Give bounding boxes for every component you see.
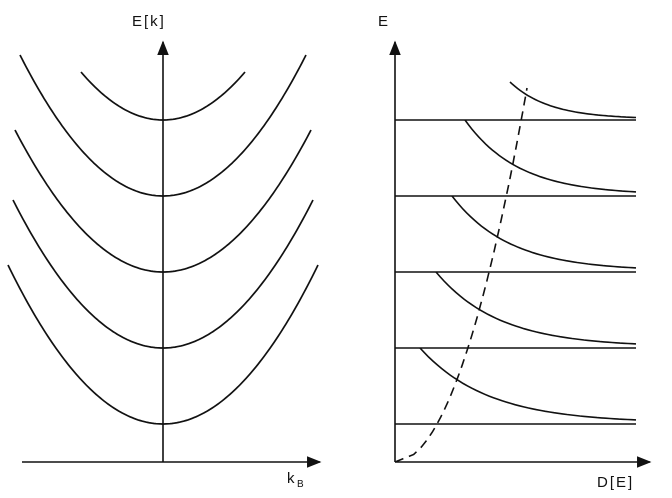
energy-band-1 <box>7 264 319 425</box>
density-tail-5 <box>509 81 637 119</box>
left-x-axis-subscript: B <box>297 479 304 490</box>
left-y-axis-label: E[k] <box>132 13 166 30</box>
right-x-axis-label: D[E] <box>597 474 634 491</box>
density-tail-4 <box>464 119 637 193</box>
density-tail-3 <box>451 195 637 269</box>
left-x-axis-label: k <box>287 470 297 487</box>
landau-levels <box>395 119 636 425</box>
density-curves <box>419 81 637 421</box>
right-y-axis-label: E <box>378 13 390 30</box>
free-electron-dos-dashed-curve <box>394 87 528 463</box>
density-tail-2 <box>435 271 637 345</box>
left-panel-dispersion: E[k] k B <box>7 13 322 490</box>
energy-band-5 <box>80 71 246 121</box>
energy-bands <box>7 54 319 425</box>
density-tail-1 <box>419 347 637 421</box>
energy-band-3 <box>14 129 312 273</box>
energy-band-2 <box>12 199 314 349</box>
energy-band-4 <box>19 54 307 197</box>
right-panel-density-of-states: E D[E] <box>378 13 652 491</box>
